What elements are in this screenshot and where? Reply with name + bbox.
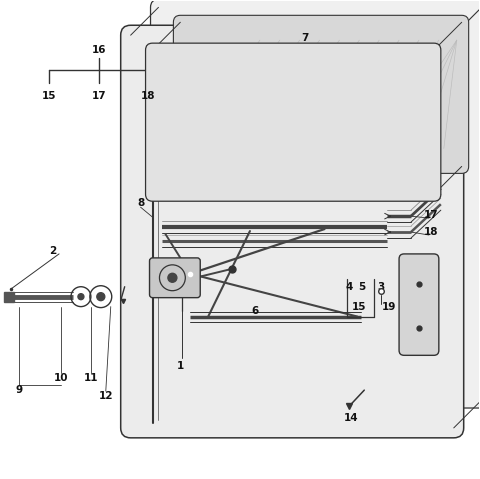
Circle shape [78, 294, 84, 300]
FancyBboxPatch shape [151, 0, 480, 408]
Text: 8: 8 [137, 198, 144, 208]
Text: 18: 18 [141, 91, 156, 101]
Circle shape [97, 293, 105, 301]
FancyBboxPatch shape [399, 254, 439, 355]
Text: 18: 18 [424, 227, 438, 237]
Text: 9: 9 [16, 385, 23, 395]
Text: 5: 5 [359, 282, 366, 292]
Text: 10: 10 [54, 373, 68, 383]
Text: 11: 11 [84, 373, 98, 383]
Text: 17: 17 [92, 91, 106, 101]
Text: 12: 12 [98, 391, 113, 401]
Text: 14: 14 [344, 413, 359, 423]
FancyBboxPatch shape [150, 258, 200, 297]
Text: 3: 3 [378, 282, 385, 292]
Text: 15: 15 [42, 91, 56, 101]
Text: 6: 6 [252, 306, 259, 316]
Text: 15: 15 [352, 302, 367, 312]
FancyBboxPatch shape [173, 15, 468, 173]
Text: 17: 17 [423, 210, 438, 220]
Text: 19: 19 [382, 302, 396, 312]
Text: 1: 1 [177, 361, 184, 371]
Text: 7: 7 [301, 33, 308, 43]
Text: 16: 16 [92, 45, 106, 55]
Text: 13: 13 [424, 289, 438, 299]
FancyBboxPatch shape [120, 25, 464, 438]
Circle shape [168, 274, 177, 282]
Text: 4: 4 [346, 282, 353, 292]
Text: 2: 2 [49, 246, 57, 256]
FancyBboxPatch shape [145, 43, 441, 201]
